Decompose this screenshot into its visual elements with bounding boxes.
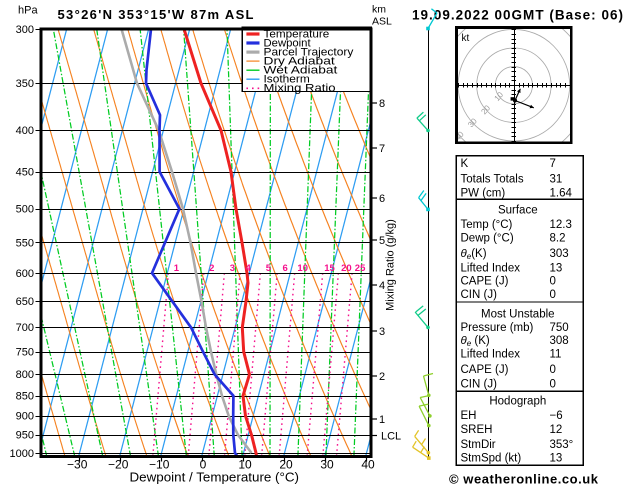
- svg-text:Dewpoint / Temperature (°C): Dewpoint / Temperature (°C): [130, 470, 300, 485]
- svg-text:2: 2: [379, 371, 385, 383]
- svg-text:3: 3: [379, 326, 385, 338]
- svg-text:Temp (°C): Temp (°C): [461, 219, 513, 231]
- svg-text:13: 13: [550, 452, 563, 464]
- svg-text:8.2: 8.2: [550, 233, 566, 245]
- svg-text:Pressure (mb): Pressure (mb): [461, 322, 534, 334]
- svg-text:19.09.2022 00GMT (Base: 06): 19.09.2022 00GMT (Base: 06): [412, 8, 623, 23]
- svg-text:11: 11: [550, 348, 562, 360]
- svg-text:1000: 1000: [10, 448, 34, 460]
- svg-text:303: 303: [550, 248, 569, 260]
- svg-text:θe(K): θe(K): [461, 248, 487, 261]
- svg-text:hPa: hPa: [18, 5, 38, 17]
- svg-text:ASL: ASL: [372, 16, 392, 28]
- svg-text:km: km: [372, 4, 386, 16]
- svg-text:0: 0: [550, 276, 556, 288]
- svg-text:StmDir: StmDir: [461, 439, 496, 451]
- svg-text:25: 25: [355, 263, 366, 274]
- svg-text:CAPE (J): CAPE (J): [461, 276, 509, 288]
- svg-text:Lifted Index: Lifted Index: [461, 348, 521, 360]
- svg-text:40: 40: [361, 458, 375, 472]
- svg-text:kt: kt: [462, 33, 470, 44]
- svg-text:6: 6: [379, 193, 385, 205]
- svg-text:Dewp (°C): Dewp (°C): [461, 233, 514, 245]
- svg-text:800: 800: [16, 369, 34, 381]
- svg-text:6: 6: [283, 263, 288, 274]
- svg-text:900: 900: [16, 411, 34, 423]
- svg-text:353°: 353°: [550, 439, 574, 451]
- svg-text:600: 600: [16, 268, 34, 280]
- svg-text:Hodograph: Hodograph: [489, 396, 546, 408]
- svg-text:300: 300: [16, 24, 34, 36]
- svg-text:LCL: LCL: [381, 430, 401, 442]
- svg-text:0: 0: [550, 379, 556, 391]
- svg-text:500: 500: [16, 204, 34, 216]
- svg-text:650: 650: [16, 296, 34, 308]
- svg-text:Mixing Ratio (g/kg): Mixing Ratio (g/kg): [385, 219, 397, 311]
- svg-text:−30: −30: [67, 458, 88, 472]
- svg-text:7: 7: [550, 158, 556, 170]
- svg-text:3: 3: [230, 263, 235, 274]
- svg-text:Totals Totals: Totals Totals: [461, 173, 524, 185]
- svg-text:10: 10: [297, 263, 308, 274]
- svg-text:53°26'N 353°15'W 87m ASL: 53°26'N 353°15'W 87m ASL: [58, 7, 254, 22]
- svg-text:31: 31: [550, 173, 563, 185]
- svg-text:Surface: Surface: [498, 205, 538, 217]
- svg-text:350: 350: [16, 78, 34, 90]
- svg-text:13: 13: [550, 263, 563, 275]
- svg-text:θe (K): θe (K): [461, 335, 490, 348]
- svg-text:K: K: [461, 158, 469, 170]
- svg-text:1: 1: [174, 263, 180, 274]
- svg-text:308: 308: [550, 335, 569, 347]
- svg-text:CIN (J): CIN (J): [461, 289, 498, 301]
- svg-text:550: 550: [16, 237, 34, 249]
- svg-text:© weatheronline.co.uk: © weatheronline.co.uk: [449, 472, 599, 487]
- svg-text:15: 15: [324, 263, 335, 274]
- svg-text:Mixing Ratio: Mixing Ratio: [264, 83, 336, 95]
- svg-text:700: 700: [16, 322, 34, 334]
- svg-text:7: 7: [379, 143, 385, 155]
- svg-text:CAPE (J): CAPE (J): [461, 364, 509, 376]
- svg-text:SREH: SREH: [461, 424, 493, 436]
- svg-text:StmSpd (kt): StmSpd (kt): [461, 452, 522, 464]
- svg-text:30: 30: [320, 458, 334, 472]
- svg-text:400: 400: [16, 125, 34, 137]
- svg-text:950: 950: [16, 430, 34, 442]
- svg-text:4: 4: [245, 263, 251, 274]
- svg-text:750: 750: [16, 347, 34, 359]
- svg-text:1: 1: [379, 414, 385, 426]
- svg-text:850: 850: [16, 391, 34, 403]
- svg-text:12.3: 12.3: [550, 219, 572, 231]
- svg-text:8: 8: [379, 98, 385, 110]
- svg-text:CIN (J): CIN (J): [461, 379, 498, 391]
- svg-text:Most Unstable: Most Unstable: [481, 308, 555, 320]
- svg-text:5: 5: [266, 263, 272, 274]
- svg-text:PW (cm): PW (cm): [461, 188, 506, 200]
- svg-text:2: 2: [209, 263, 214, 274]
- svg-text:Lifted Index: Lifted Index: [461, 263, 521, 275]
- svg-text:750: 750: [550, 322, 569, 334]
- svg-text:450: 450: [16, 167, 34, 179]
- svg-text:20: 20: [341, 263, 352, 274]
- svg-text:−6: −6: [550, 410, 563, 422]
- svg-text:−20: −20: [108, 458, 129, 472]
- svg-text:0: 0: [550, 364, 556, 376]
- svg-text:12: 12: [550, 424, 563, 436]
- svg-text:0: 0: [550, 289, 556, 301]
- svg-text:EH: EH: [461, 410, 477, 422]
- svg-text:1.64: 1.64: [550, 188, 573, 200]
